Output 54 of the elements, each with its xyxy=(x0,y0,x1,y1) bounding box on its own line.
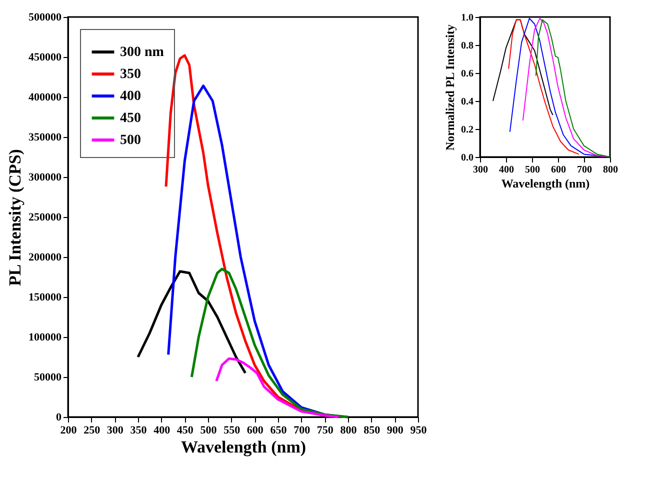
y-tick-label: 0.2 xyxy=(461,124,474,136)
y-tick-label: 250000 xyxy=(28,212,62,224)
x-tick-label: 850 xyxy=(364,424,381,436)
x-tick-label: 600 xyxy=(246,424,264,436)
y-tick-label: 0.8 xyxy=(461,40,474,52)
y-tick-label: 400000 xyxy=(28,92,62,104)
x-axis-title: Wavelength (nm) xyxy=(501,176,590,190)
x-tick-label: 300 xyxy=(106,424,124,436)
legend-label: 500 xyxy=(120,133,141,148)
legend-label: 300 nm xyxy=(120,45,164,60)
x-tick-label: 950 xyxy=(410,424,428,436)
x-tick-label: 700 xyxy=(577,164,592,176)
y-tick-label: 0.6 xyxy=(461,68,474,80)
legend-label: 450 xyxy=(120,111,141,126)
x-tick-label: 600 xyxy=(551,164,566,176)
legend-label: 400 xyxy=(120,89,141,104)
y-tick-label: 200000 xyxy=(28,252,62,264)
x-tick-label: 350 xyxy=(130,424,148,436)
x-tick-label: 900 xyxy=(386,424,404,436)
y-tick-label: 500000 xyxy=(28,12,62,24)
x-tick-label: 200 xyxy=(60,424,78,436)
y-tick-label: 0.0 xyxy=(461,152,474,164)
y-tick-label: 150000 xyxy=(28,292,62,304)
x-tick-label: 800 xyxy=(603,164,618,176)
line-series xyxy=(215,357,340,418)
x-tick-label: 700 xyxy=(294,424,311,436)
x-tick-label: 750 xyxy=(316,424,334,436)
y-tick-label: 0.4 xyxy=(461,96,474,108)
x-tick-label: 300 xyxy=(473,164,488,176)
line-series xyxy=(535,19,610,158)
y-axis-title: Normalized PL Intensity xyxy=(443,24,457,150)
x-axis-title: Wavelength (nm) xyxy=(180,438,306,456)
y-axis-title: PL Intensity (CPS) xyxy=(6,149,24,286)
y-tick-label: 300000 xyxy=(28,172,62,184)
line-series xyxy=(492,19,554,116)
x-tick-label: 450 xyxy=(176,424,194,436)
y-tick-label: 1.0 xyxy=(461,12,474,24)
x-tick-label: 650 xyxy=(270,424,288,436)
y-tick-label: 50000 xyxy=(34,372,62,384)
y-tick-label: 350000 xyxy=(28,132,62,144)
y-tick-label: 100000 xyxy=(28,332,62,344)
line-series xyxy=(190,268,350,418)
line-series xyxy=(136,270,247,374)
x-tick-label: 550 xyxy=(224,424,241,436)
y-tick-label: 0 xyxy=(56,412,62,424)
legend-label: 350 xyxy=(120,67,141,82)
line-series xyxy=(508,19,580,155)
x-tick-label: 400 xyxy=(154,424,171,436)
y-tick-label: 450000 xyxy=(28,52,62,64)
x-tick-label: 500 xyxy=(525,164,540,176)
x-tick-label: 500 xyxy=(200,424,218,436)
x-tick-label: 250 xyxy=(84,424,101,436)
x-tick-label: 800 xyxy=(340,424,358,436)
x-tick-label: 400 xyxy=(499,164,514,176)
